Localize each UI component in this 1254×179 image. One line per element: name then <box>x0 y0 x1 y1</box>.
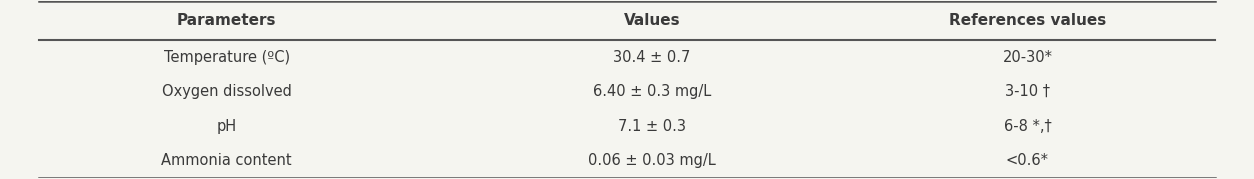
Text: 7.1 ± 0.3: 7.1 ± 0.3 <box>618 118 686 134</box>
Text: pH: pH <box>217 118 237 134</box>
Text: <0.6*: <0.6* <box>1006 153 1048 168</box>
Text: Parameters: Parameters <box>177 13 276 28</box>
Text: 0.06 ± 0.03 mg/L: 0.06 ± 0.03 mg/L <box>588 153 716 168</box>
Text: Ammonia content: Ammonia content <box>162 153 292 168</box>
Text: Temperature (ºC): Temperature (ºC) <box>163 50 290 65</box>
Text: 20-30*: 20-30* <box>1002 50 1052 65</box>
Text: 6.40 ± 0.3 mg/L: 6.40 ± 0.3 mg/L <box>593 84 711 99</box>
Text: References values: References values <box>949 13 1106 28</box>
Text: Oxygen dissolved: Oxygen dissolved <box>162 84 291 99</box>
Text: 3-10 †: 3-10 † <box>1004 84 1050 99</box>
Text: 30.4 ± 0.7: 30.4 ± 0.7 <box>613 50 691 65</box>
Text: Values: Values <box>623 13 681 28</box>
Text: 6-8 *,†: 6-8 *,† <box>1003 118 1051 134</box>
